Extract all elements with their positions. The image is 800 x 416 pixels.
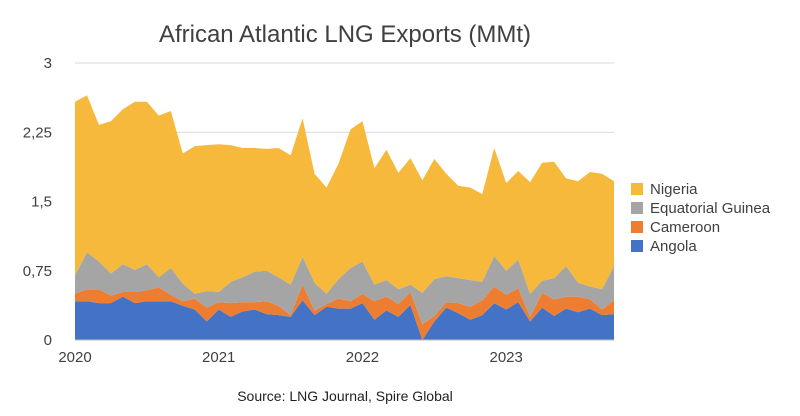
legend-label-angola: Angola [650, 238, 697, 255]
legend-label-cameroon: Cameroon [650, 219, 720, 236]
stacked-areas [75, 95, 614, 340]
legend-swatch-equatorial-guinea [631, 202, 643, 214]
area-nigeria [75, 95, 614, 294]
y-tick-label: 0 [44, 332, 52, 349]
y-tick-label: 2,25 [23, 124, 52, 141]
y-tick-label: 0,75 [23, 263, 52, 280]
chart-title: African Atlantic LNG Exports (MMt) [159, 21, 531, 48]
y-axis: 0 0,75 1,5 2,25 3 [23, 55, 52, 349]
area-angola [75, 296, 614, 340]
x-axis: 2020 2021 2022 2023 [58, 339, 614, 366]
x-tick-label: 2023 [490, 349, 523, 366]
x-tick-label: 2021 [202, 349, 235, 366]
legend-label-nigeria: Nigeria [650, 181, 698, 198]
x-tick-label: 2022 [346, 349, 379, 366]
y-tick-label: 1,5 [31, 194, 52, 211]
legend-swatch-cameroon [631, 221, 643, 233]
legend-swatch-angola [631, 240, 643, 252]
area-equatorial-guinea [75, 252, 614, 325]
legend: Nigeria Equatorial Guinea Cameroon Angola [631, 181, 771, 255]
legend-swatch-nigeria [631, 183, 643, 195]
x-tick-label: 2020 [58, 349, 91, 366]
y-tick-label: 3 [44, 55, 52, 72]
legend-label-equatorial-guinea: Equatorial Guinea [650, 200, 771, 217]
source-note: Source: LNG Journal, Spire Global [237, 388, 453, 404]
